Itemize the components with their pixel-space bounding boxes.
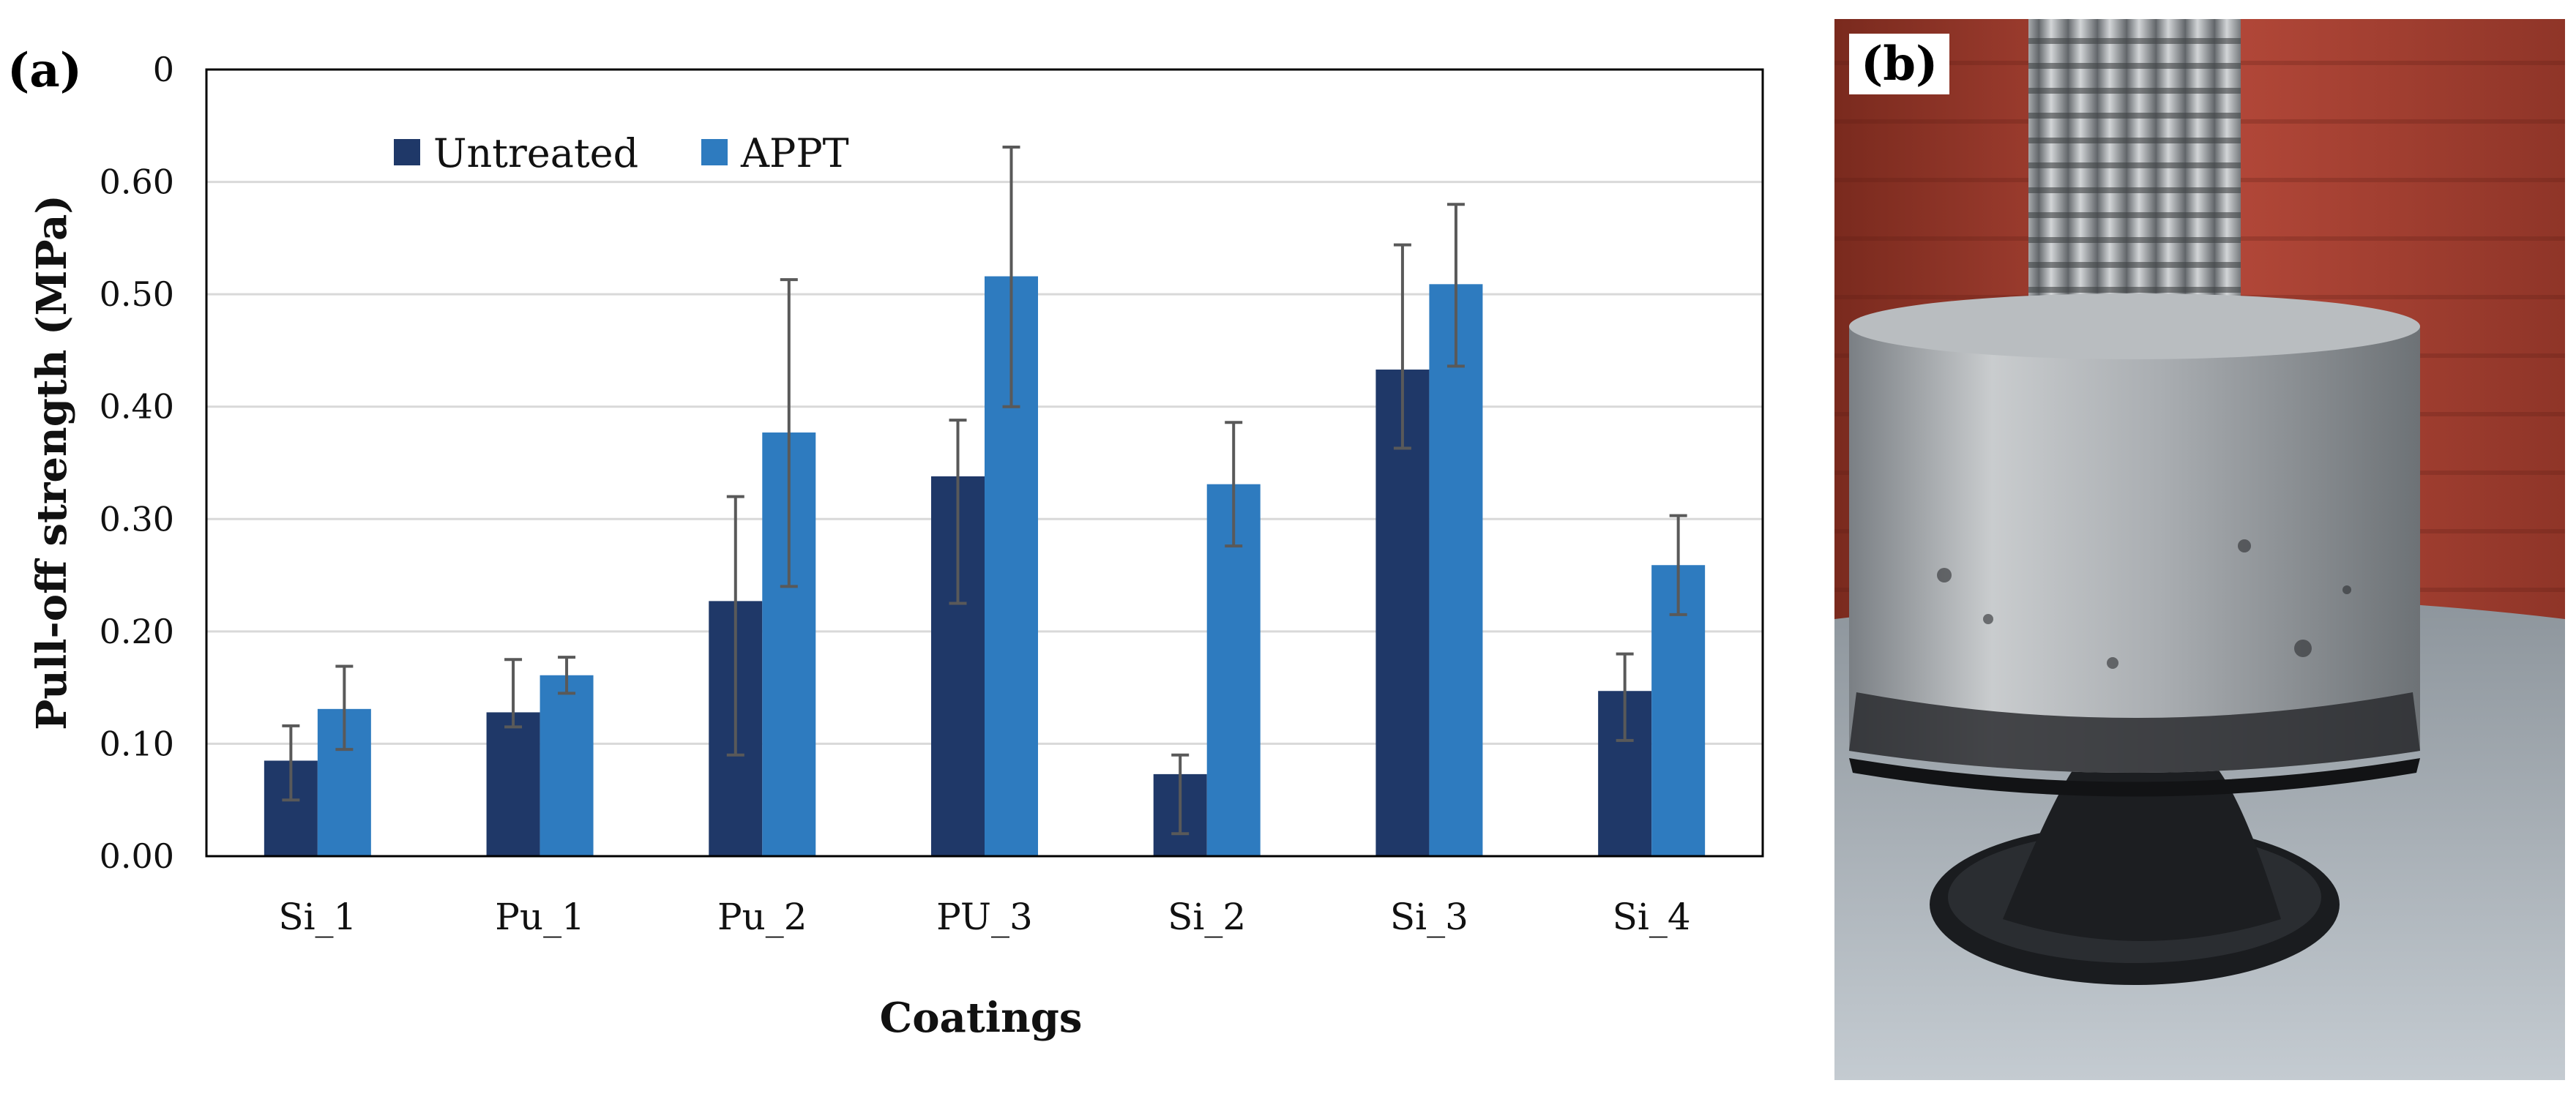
plot-frame (205, 68, 1764, 858)
legend: Untreated APPT (394, 130, 849, 176)
x-axis-title: Coatings (880, 994, 1083, 1042)
x-tick-label: Si_2 (1168, 896, 1246, 938)
panel-label-b: (b) (1849, 34, 1950, 94)
x-tick-label: Si_3 (1390, 896, 1468, 938)
y-tick-label: 0.30 (100, 499, 174, 539)
y-tick-label: 0.40 (100, 387, 174, 427)
y-tick-label: 0 (153, 50, 174, 89)
error-bars (282, 145, 1687, 836)
x-tick-label: Si_4 (1613, 896, 1691, 938)
x-tick-label: Pu_1 (495, 896, 585, 938)
legend-label-untreated: Untreated (433, 130, 638, 176)
y-tick-label: 0.20 (100, 612, 174, 651)
panel-label-a: (a) (7, 43, 82, 98)
bar-untreated-Pu_1 (486, 712, 540, 856)
legend-swatch-untreated (394, 139, 420, 165)
y-tick-label: 0.10 (100, 724, 174, 763)
y-tick-label: 0.60 (100, 162, 174, 202)
y-axis-title: Pull-off strength (MPa) (28, 195, 76, 730)
x-tick-label: PU_3 (936, 896, 1033, 938)
y-tick-label: 0.00 (100, 836, 174, 876)
bar-appt-Pu_1 (540, 675, 594, 856)
y-tick-labels: 0.00 0.10 0.20 0.30 0.40 0.50 0.60 0 (100, 50, 174, 876)
x-category-labels: Si_1 Pu_1 Pu_2 PU_3 Si_2 Si_3 Si_4 (278, 896, 1690, 938)
bar-appt-Si_3 (1429, 284, 1483, 857)
adhesion-test-photo (1834, 19, 2565, 1080)
legend-label-appt: APPT (740, 130, 849, 176)
y-tick-label: 0.50 (100, 274, 174, 314)
bar-untreated-Si_3 (1375, 370, 1430, 856)
legend-swatch-appt (701, 139, 728, 165)
x-tick-label: Pu_2 (717, 896, 807, 938)
x-tick-label: Si_1 (278, 896, 356, 938)
bars (264, 276, 1706, 857)
